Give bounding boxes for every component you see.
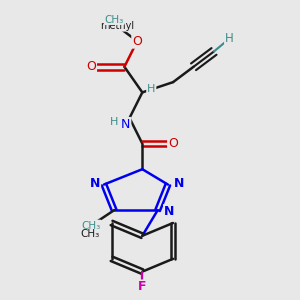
Text: H: H <box>110 117 118 127</box>
Text: CH₃: CH₃ <box>82 220 101 230</box>
Text: H: H <box>147 84 155 94</box>
Text: O: O <box>132 35 142 48</box>
Text: CH₃: CH₃ <box>80 230 100 239</box>
Text: N: N <box>174 177 184 190</box>
Text: CH₃: CH₃ <box>104 14 124 25</box>
Text: N: N <box>121 118 130 131</box>
Text: N: N <box>90 177 100 190</box>
Text: H: H <box>225 32 234 45</box>
Text: O: O <box>86 60 96 73</box>
Text: F: F <box>138 280 147 293</box>
Text: N: N <box>164 205 174 218</box>
Text: methyl: methyl <box>100 21 134 31</box>
Text: O: O <box>168 137 178 150</box>
